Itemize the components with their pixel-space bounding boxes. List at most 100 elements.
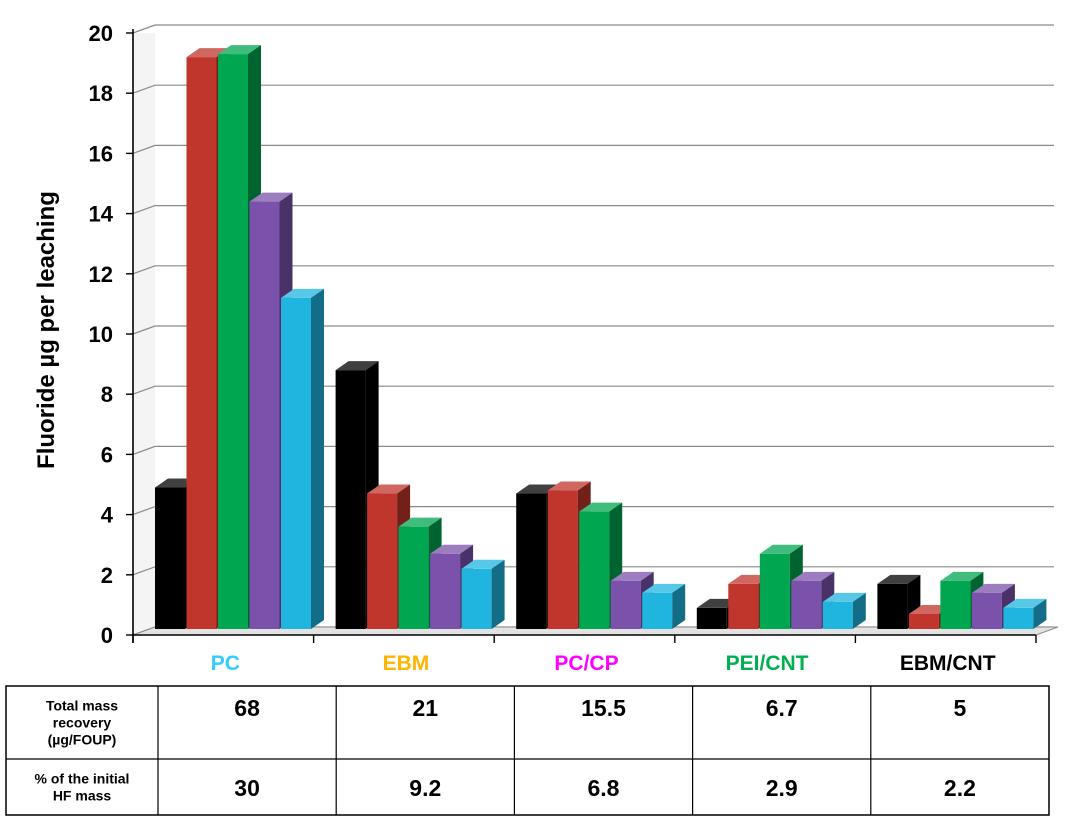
table-cell: 2.2 xyxy=(944,775,976,801)
side-wall xyxy=(133,33,155,635)
bar-top xyxy=(249,192,293,202)
bar-front xyxy=(155,487,185,629)
y-tick-label: 8 xyxy=(101,382,113,407)
bar-top xyxy=(367,484,411,494)
bar-top xyxy=(1003,598,1047,608)
table-cell: 6.7 xyxy=(766,695,798,721)
table-border xyxy=(5,685,1050,816)
bar-top xyxy=(398,517,442,527)
table-row-header-line: Total mass xyxy=(46,698,118,714)
gridline xyxy=(132,144,1054,154)
bar-front xyxy=(367,493,398,629)
y-tick-label: 2 xyxy=(101,563,113,588)
bar xyxy=(461,559,505,629)
y-tick-label: 10 xyxy=(89,322,113,347)
bar-front xyxy=(610,580,641,629)
bar-top xyxy=(642,583,686,593)
bar-front xyxy=(759,553,790,629)
bar-front xyxy=(1003,607,1034,629)
table-cell: 30 xyxy=(234,775,260,801)
gridline xyxy=(132,445,1054,455)
bar-top xyxy=(971,583,1015,593)
bar-top xyxy=(822,592,866,602)
gridline xyxy=(132,325,1054,335)
bar-side xyxy=(852,592,866,629)
bar-top xyxy=(335,361,379,371)
y-tick-label: 12 xyxy=(89,262,113,287)
bar-front xyxy=(908,613,939,629)
bar xyxy=(642,583,686,629)
table-row-header-line: % of the initial xyxy=(35,771,130,787)
bars xyxy=(155,45,1047,630)
gridline xyxy=(132,84,1054,94)
table-row-header: % of the initial HF mass xyxy=(35,771,130,804)
bar-top xyxy=(791,571,835,581)
bar-front xyxy=(430,553,461,629)
bar-side xyxy=(1033,598,1047,629)
bar-side xyxy=(672,583,686,629)
bar xyxy=(822,592,866,629)
category-label: PC/CP xyxy=(554,652,618,675)
axes xyxy=(126,29,1037,643)
bar-front xyxy=(335,370,366,629)
table-row-header: Total mass recovery (µg/FOUP) xyxy=(46,698,118,748)
bar xyxy=(579,502,623,629)
y-tick-labels: 0 2 4 6 8 10 12 14 16 18 20 xyxy=(89,21,114,648)
bar-top xyxy=(877,574,921,584)
table-cell: 6.8 xyxy=(588,775,620,801)
bar-front xyxy=(791,580,822,629)
bar-front xyxy=(940,580,971,629)
bar-front xyxy=(579,511,610,629)
y-tick-label: 18 xyxy=(89,81,113,106)
category-labels: PC EBM PC/CP PEI/CNT EBM/CNT xyxy=(211,652,996,675)
y-tick-label: 6 xyxy=(101,442,113,467)
category-label: PEI/CNT xyxy=(726,652,809,675)
bar-top xyxy=(430,544,474,554)
table-cell: 21 xyxy=(413,695,439,721)
bar-front xyxy=(696,607,727,629)
bar-front xyxy=(971,592,1002,629)
bar-front xyxy=(877,583,908,629)
gridline xyxy=(132,385,1054,395)
table-row-header-line: (µg/FOUP) xyxy=(48,732,117,748)
table-row-header-line: recovery xyxy=(53,715,112,731)
bar-front xyxy=(547,490,578,629)
bar xyxy=(1003,598,1047,629)
table-cell: 5 xyxy=(954,695,967,721)
bar-side xyxy=(311,288,324,629)
bar-side xyxy=(491,559,505,629)
bar-top xyxy=(610,571,654,581)
gridline xyxy=(132,205,1054,215)
bar-front xyxy=(642,592,673,629)
gridline xyxy=(132,265,1054,275)
bar-top xyxy=(461,559,505,569)
bar-top xyxy=(218,45,261,55)
table-cell: 15.5 xyxy=(581,695,626,721)
bar-top xyxy=(281,288,324,298)
bar xyxy=(971,583,1015,629)
bar-front xyxy=(249,201,280,629)
bar-front xyxy=(398,526,429,629)
table-row-header-line: HF mass xyxy=(53,788,112,804)
bar-front xyxy=(218,54,248,629)
y-axis-label: Fluoride µg per leaching xyxy=(33,191,60,469)
bar xyxy=(281,288,324,629)
bar-top xyxy=(759,544,803,554)
bar-front xyxy=(728,583,759,629)
y-tick-label: 16 xyxy=(89,141,113,166)
bar-front xyxy=(461,568,492,629)
bar-front xyxy=(822,601,853,629)
table-cell: 68 xyxy=(234,695,260,721)
y-tick-label: 20 xyxy=(89,21,113,46)
y-tick-label: 4 xyxy=(101,503,114,528)
y-tick-label: 14 xyxy=(89,202,114,227)
bar-top xyxy=(547,481,591,491)
category-label: EBM xyxy=(383,652,430,675)
bar-front xyxy=(516,493,547,629)
bar-top xyxy=(579,502,623,512)
y-tick-label: 0 xyxy=(101,623,113,648)
category-label: EBM/CNT xyxy=(900,652,996,675)
bar-top xyxy=(940,571,984,581)
table-cell: 9.2 xyxy=(409,775,441,801)
